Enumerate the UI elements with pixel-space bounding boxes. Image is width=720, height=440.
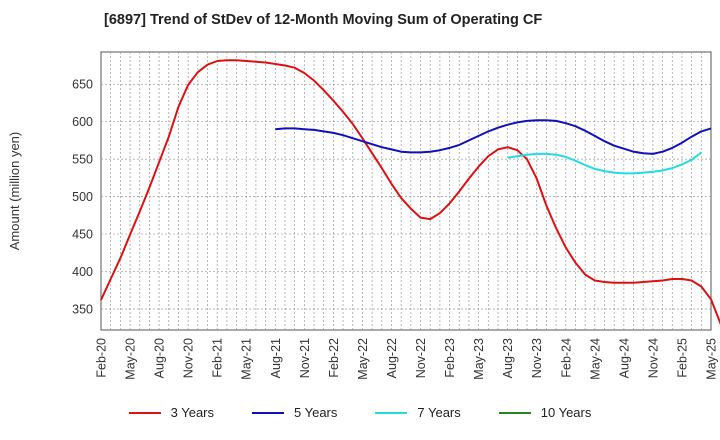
legend-label: 10 Years bbox=[540, 405, 592, 420]
x-tick-label: May-20 bbox=[124, 338, 138, 380]
legend-item: 5 Years bbox=[252, 405, 337, 420]
series-line-3-years bbox=[100, 59, 720, 325]
x-tick-label: Nov-21 bbox=[298, 338, 312, 378]
legend-swatch bbox=[498, 411, 531, 414]
legend-swatch bbox=[128, 411, 161, 414]
x-tick-label: Feb-25 bbox=[675, 338, 689, 378]
legend-item: 10 Years bbox=[498, 405, 592, 420]
x-tick-label: Nov-22 bbox=[414, 338, 428, 378]
x-tick-label: May-24 bbox=[588, 338, 602, 380]
y-tick-label: 450 bbox=[72, 228, 93, 242]
x-tick-label: Feb-23 bbox=[443, 338, 457, 378]
x-tick-label: Nov-20 bbox=[182, 338, 196, 378]
x-tick-label: Aug-24 bbox=[617, 338, 631, 378]
plot-area bbox=[100, 51, 712, 331]
x-tick-label: Feb-22 bbox=[327, 338, 341, 378]
legend: 3 Years 5 Years 7 Years 10 Years bbox=[0, 405, 720, 420]
y-tick-label: 400 bbox=[72, 265, 93, 279]
legend-label: 7 Years bbox=[417, 405, 461, 420]
series-line-7-years bbox=[507, 151, 702, 175]
x-tick-label: Aug-20 bbox=[153, 338, 167, 378]
grid-lines bbox=[101, 52, 711, 330]
x-tick-label: Aug-22 bbox=[385, 338, 399, 378]
legend-label: 3 Years bbox=[170, 405, 214, 420]
x-tick-label: May-25 bbox=[705, 338, 719, 380]
legend-swatch bbox=[375, 411, 408, 414]
y-tick-label: 600 bbox=[72, 115, 93, 129]
y-tick-label: 550 bbox=[72, 153, 93, 167]
chart-title: [6897] Trend of StDev of 12-Month Moving… bbox=[104, 12, 543, 28]
axis-ticks: 350 400 450 500 550 600 650 Feb-20 May-20 Aug-20 N… bbox=[72, 78, 718, 380]
y-tick-label: 500 bbox=[72, 190, 93, 204]
legend-item: 3 Years bbox=[128, 405, 214, 420]
legend-item: 7 Years bbox=[375, 405, 461, 420]
y-tick-label: 650 bbox=[72, 78, 93, 92]
series-line-5-years bbox=[275, 119, 712, 155]
series-lines bbox=[100, 59, 720, 325]
y-tick-label: 350 bbox=[72, 303, 93, 317]
y-axis-label: Amount (million yen) bbox=[7, 132, 22, 251]
x-tick-label: Nov-24 bbox=[646, 338, 660, 378]
x-tick-label: May-22 bbox=[356, 338, 370, 380]
legend-label: 5 Years bbox=[294, 405, 338, 420]
x-tick-label: Nov-23 bbox=[530, 338, 544, 378]
x-tick-label: Aug-23 bbox=[501, 338, 515, 378]
x-tick-label: Feb-21 bbox=[211, 338, 225, 378]
x-tick-label: May-21 bbox=[240, 338, 254, 380]
legend-swatch bbox=[252, 411, 284, 414]
x-tick-label: Aug-21 bbox=[269, 338, 283, 378]
x-tick-label: May-23 bbox=[472, 338, 486, 380]
x-tick-label: Feb-20 bbox=[95, 338, 109, 378]
x-tick-label: Feb-24 bbox=[559, 338, 573, 378]
